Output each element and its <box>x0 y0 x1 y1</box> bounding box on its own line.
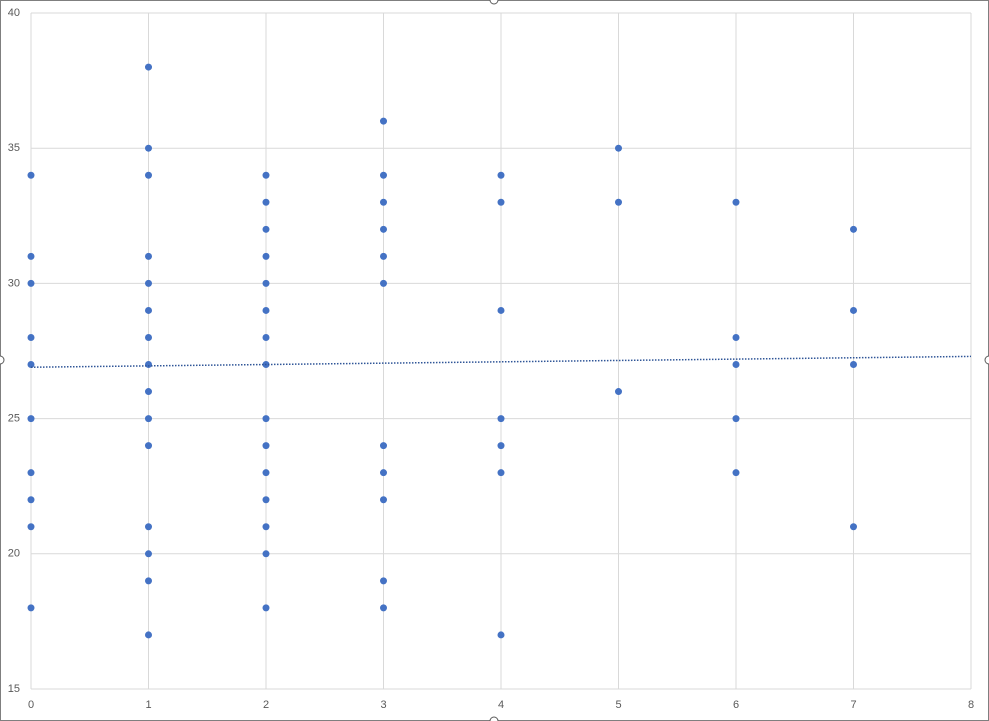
y-tick-label: 20 <box>8 548 20 560</box>
data-point <box>262 252 270 260</box>
data-point <box>497 198 505 206</box>
data-point <box>732 333 740 341</box>
x-tick-label: 5 <box>615 699 621 711</box>
data-point <box>850 306 857 314</box>
data-point <box>262 442 270 450</box>
data-point <box>380 198 387 206</box>
data-point <box>380 496 387 504</box>
x-tick-label: 6 <box>733 699 739 711</box>
data-point <box>497 442 505 450</box>
y-tick-label: 15 <box>8 683 20 695</box>
data-point <box>262 496 270 504</box>
y-tick-label: 25 <box>8 413 20 425</box>
data-point <box>850 225 857 233</box>
data-point <box>262 306 270 314</box>
y-tick-label: 30 <box>8 277 20 289</box>
data-point <box>27 252 35 260</box>
data-point <box>497 469 505 477</box>
data-point <box>145 144 152 152</box>
data-point <box>145 252 152 260</box>
data-point <box>27 523 35 531</box>
data-point <box>380 279 387 287</box>
data-point <box>145 631 152 639</box>
handle <box>489 0 499 5</box>
y-tick-label: 35 <box>8 142 20 154</box>
data-point <box>380 442 387 450</box>
data-point <box>27 333 35 341</box>
handle <box>984 355 989 365</box>
data-point <box>262 415 270 423</box>
data-point <box>497 631 505 639</box>
data-point <box>145 361 152 369</box>
data-point <box>145 550 152 558</box>
data-point <box>380 469 387 477</box>
data-point <box>380 252 387 260</box>
x-tick-label: 1 <box>145 699 151 711</box>
data-point <box>27 279 35 287</box>
data-point <box>145 333 152 341</box>
data-point <box>850 523 857 531</box>
data-point <box>380 604 387 612</box>
x-tick-label: 8 <box>968 699 974 711</box>
data-point <box>262 198 270 206</box>
data-point <box>145 577 152 585</box>
handle <box>489 716 499 721</box>
data-point <box>27 469 35 477</box>
data-point <box>380 117 387 125</box>
data-point <box>145 279 152 287</box>
data-point <box>145 523 152 531</box>
data-point <box>145 171 152 179</box>
data-point <box>732 361 740 369</box>
data-point <box>145 63 152 71</box>
data-point <box>145 442 152 450</box>
data-point <box>262 523 270 531</box>
data-point <box>380 225 387 233</box>
data-point <box>27 361 35 369</box>
data-point <box>615 198 622 206</box>
data-point <box>145 388 152 396</box>
x-tick-label: 4 <box>498 699 504 711</box>
data-point <box>145 415 152 423</box>
data-point <box>380 171 387 179</box>
data-point <box>262 171 270 179</box>
data-point <box>262 604 270 612</box>
data-point <box>497 171 505 179</box>
data-point <box>615 144 622 152</box>
data-point <box>262 279 270 287</box>
x-tick-label: 7 <box>850 699 856 711</box>
x-tick-label: 0 <box>28 699 34 711</box>
data-point <box>615 388 622 396</box>
data-point <box>262 550 270 558</box>
data-point <box>262 333 270 341</box>
data-point <box>27 171 35 179</box>
x-tick-label: 2 <box>263 699 269 711</box>
data-point <box>262 469 270 477</box>
data-point <box>732 415 740 423</box>
handle <box>0 355 5 365</box>
data-point <box>27 496 35 504</box>
trendline <box>30 355 972 368</box>
data-point <box>497 415 505 423</box>
data-point <box>732 469 740 477</box>
data-point <box>27 415 35 423</box>
data-point <box>850 361 857 369</box>
data-point <box>145 306 152 314</box>
data-point <box>380 577 387 585</box>
x-tick-label: 3 <box>380 699 386 711</box>
y-tick-label: 40 <box>8 7 20 19</box>
data-point <box>497 306 505 314</box>
data-point <box>262 225 270 233</box>
data-point <box>732 198 740 206</box>
data-point <box>27 604 35 612</box>
